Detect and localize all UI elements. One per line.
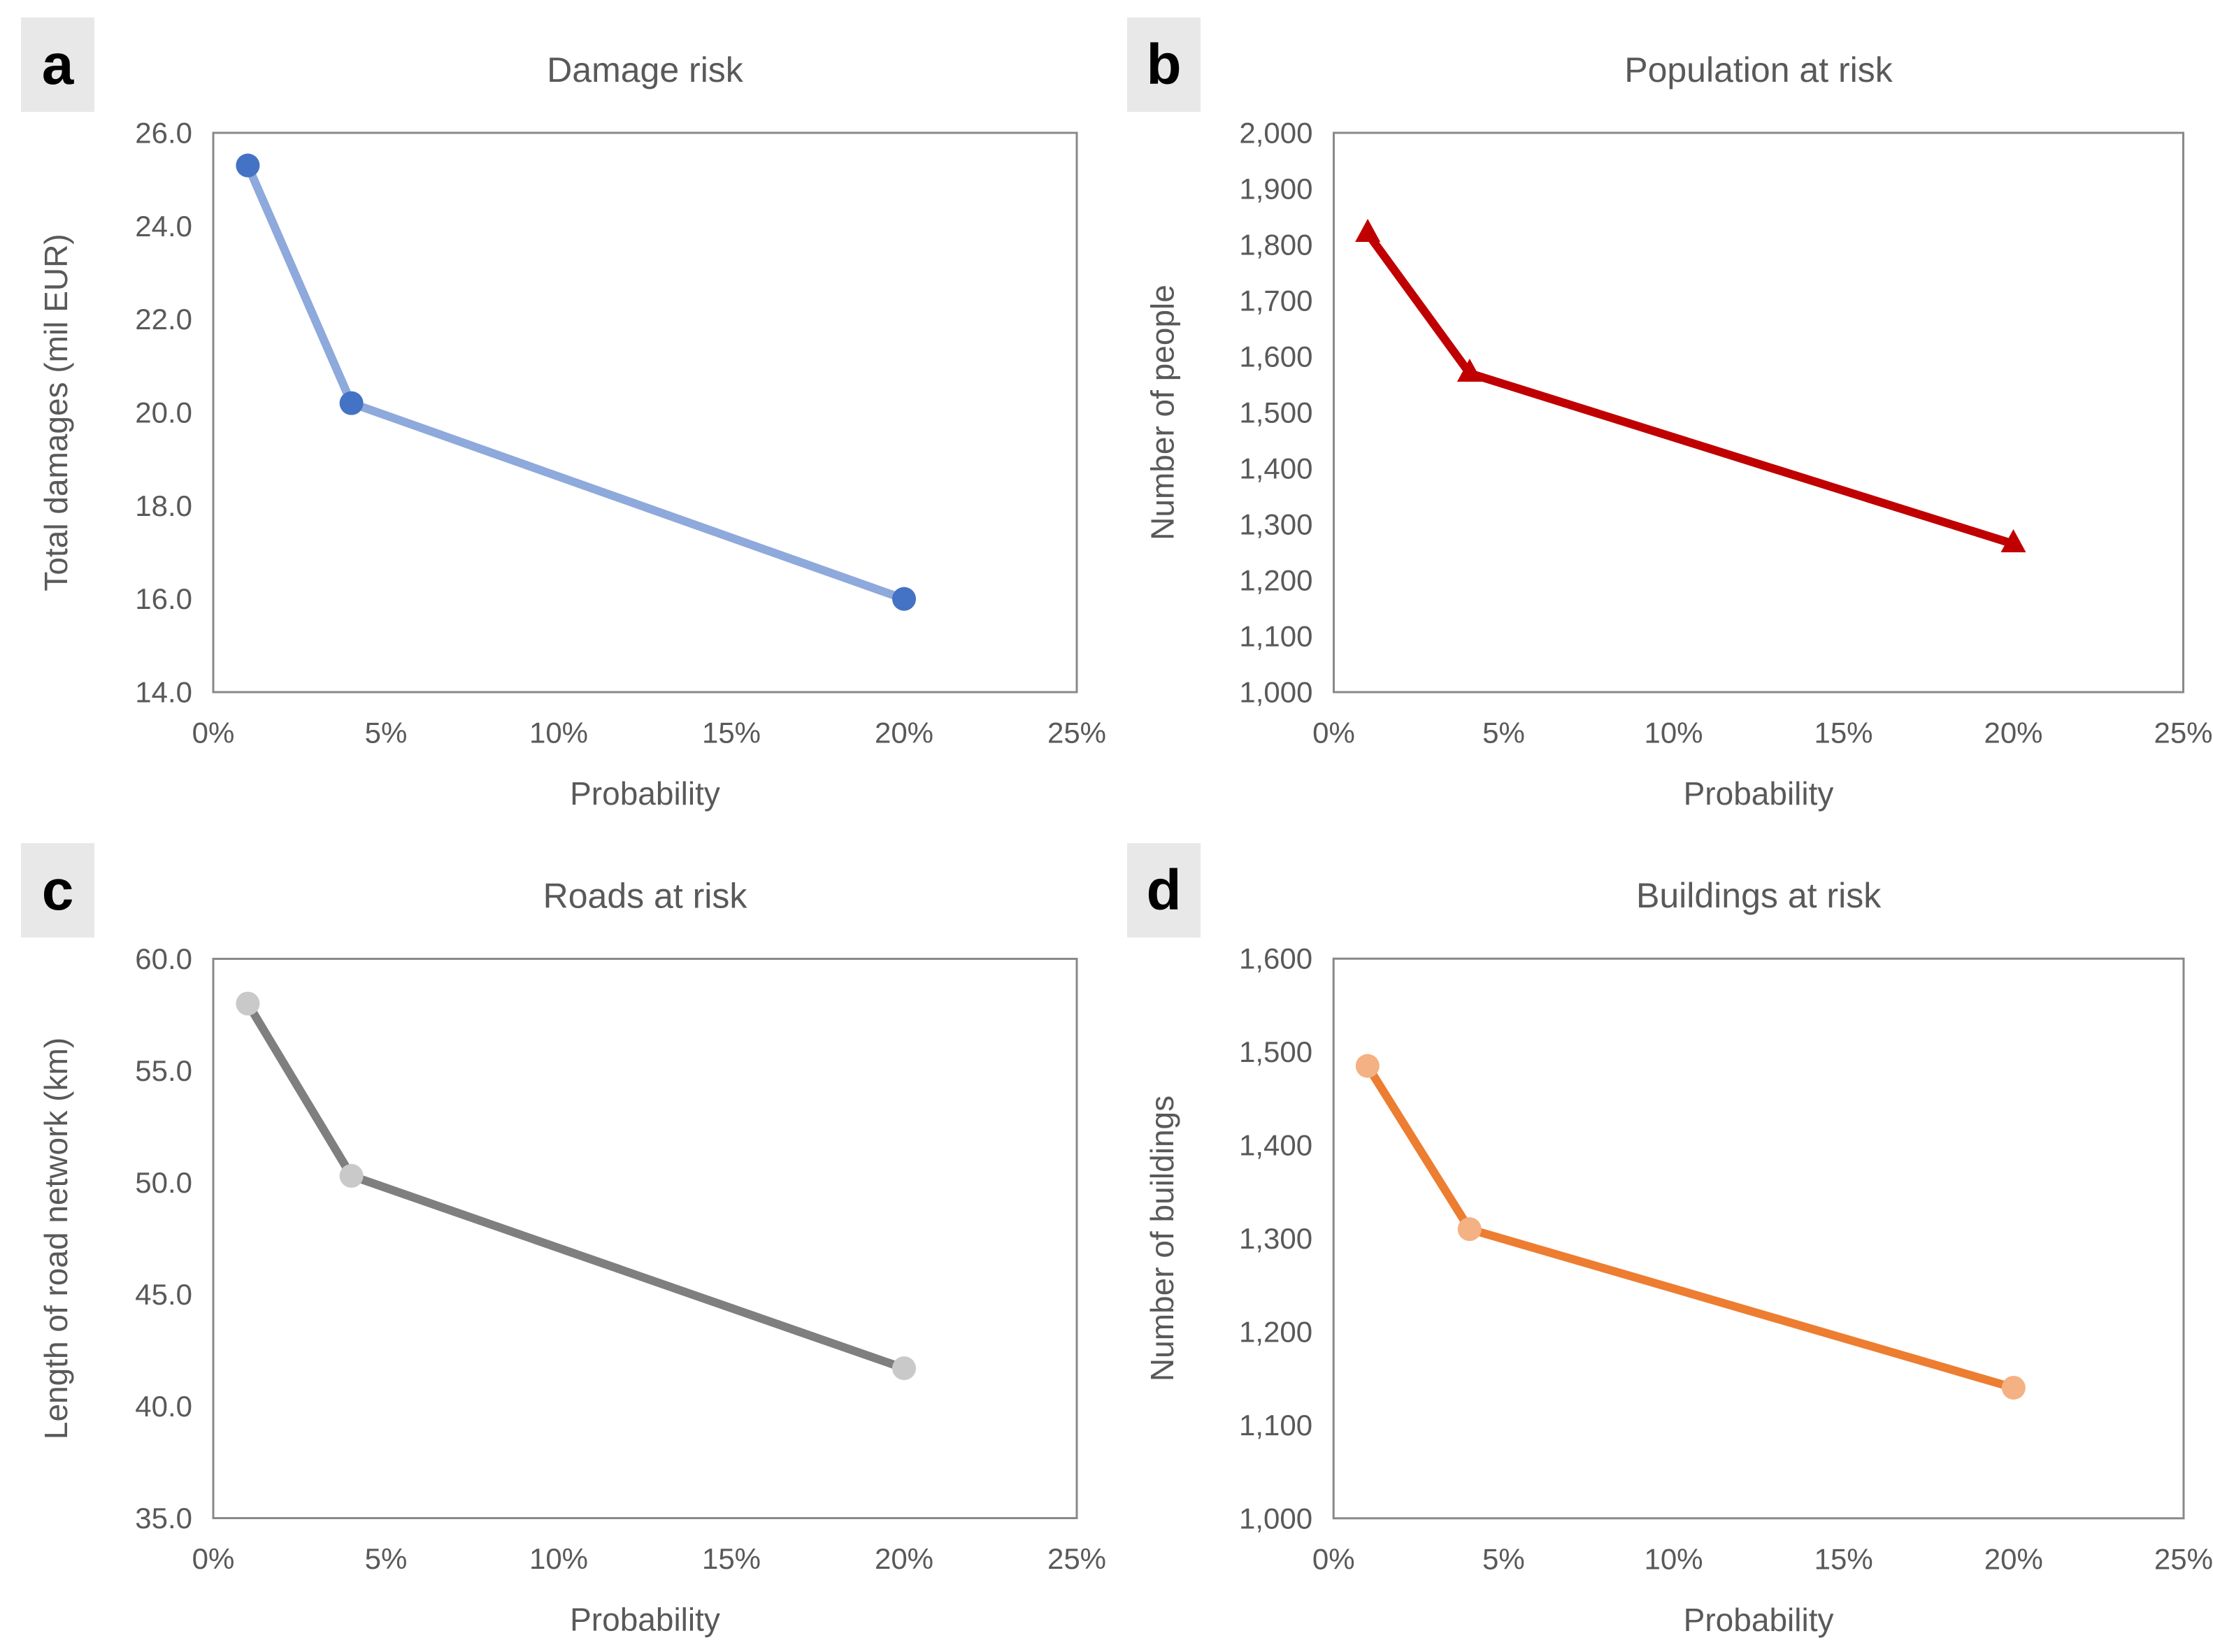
- x-tick-label: 0%: [192, 717, 235, 749]
- y-tick-label: 1,800: [1239, 229, 1312, 261]
- y-tick-label: 1,400: [1239, 452, 1312, 485]
- data-point-circle-marker: [892, 1356, 916, 1381]
- y-tick-label: 1,200: [1239, 564, 1312, 597]
- chart-panel-damage-risk: a Damage risk 14.0 16.0 18.0 20.0 22.0 24.0 26.…: [0, 0, 1106, 826]
- y-tick-label: 14.0: [135, 676, 192, 709]
- y-tick-label: 1,700: [1239, 285, 1312, 317]
- x-tick-label: 20%: [1984, 1542, 2043, 1575]
- y-tick-label: 1,900: [1239, 173, 1312, 206]
- x-tick-label: 0%: [1312, 1542, 1355, 1575]
- y-tick-label: 1,600: [1239, 942, 1312, 975]
- panel-letter-d: d: [1127, 843, 1201, 938]
- y-tick-label: 2,000: [1239, 117, 1312, 150]
- y-tick-label: 1,400: [1239, 1129, 1312, 1162]
- data-point-circle-marker: [236, 991, 260, 1016]
- y-tick-label: 45.0: [135, 1278, 192, 1311]
- line-chart-damage-risk: Damage risk 14.0 16.0 18.0 20.0 22.0 24.0 26.0 0…: [38, 50, 1106, 812]
- y-axis-label: Number of people: [1145, 285, 1181, 540]
- line-chart-roads-at-risk: Roads at risk 35.0 40.0 45.0 50.0 55.0 60.0 0% 5…: [38, 877, 1106, 1638]
- y-axis-label: Length of road network (km): [38, 1037, 74, 1439]
- y-tick-label: 1,300: [1239, 1222, 1312, 1255]
- plot-area-border: [1332, 957, 2185, 1520]
- x-tick-label: 5%: [1482, 717, 1525, 749]
- panel-letter-c: c: [21, 843, 94, 938]
- y-tick-label: 55.0: [135, 1054, 192, 1087]
- panel-letter-a: a: [21, 17, 94, 112]
- line-chart-population-at-risk: Population at risk 1,000 1,100 1,200 1,300 1,…: [1145, 50, 2213, 812]
- chart-title: Roads at risk: [543, 877, 748, 916]
- y-tick-label: 1,500: [1239, 396, 1312, 429]
- x-tick-label: 0%: [1312, 717, 1355, 749]
- x-tick-label: 5%: [365, 1542, 408, 1575]
- panel-letter-b: b: [1127, 17, 1201, 112]
- y-tick-label: 1,100: [1239, 1409, 1312, 1442]
- y-tick-label: 1,000: [1239, 1502, 1312, 1535]
- x-tick-label: 25%: [2154, 1542, 2213, 1575]
- y-tick-label: 16.0: [135, 582, 192, 615]
- chart-panel-buildings-at-risk: d Buildings at risk 1,000 1,100 1,200 1,300 1…: [1106, 826, 2213, 1652]
- y-tick-label: 1,000: [1239, 676, 1312, 709]
- y-tick-label: 20.0: [135, 396, 192, 429]
- x-tick-label: 25%: [1047, 717, 1106, 749]
- y-tick-label: 35.0: [135, 1502, 192, 1535]
- y-tick-label: 50.0: [135, 1166, 192, 1199]
- data-point-triangle-marker: [2000, 529, 2026, 552]
- x-tick-label: 20%: [1984, 717, 2042, 749]
- plot-area-border: [1333, 131, 2184, 694]
- chart-title: Population at risk: [1624, 50, 1893, 89]
- line-chart-buildings-at-risk: Buildings at risk 1,000 1,100 1,200 1,300 1,4…: [1144, 876, 2213, 1638]
- x-axis-label: Probability: [1684, 1602, 1834, 1638]
- chart-title: Buildings at risk: [1636, 876, 1882, 915]
- chart-panel-roads-at-risk: c Roads at risk 35.0 40.0 45.0 50.0 55.0 60.0 0…: [0, 826, 1106, 1652]
- y-axis-label: Number of buildings: [1144, 1096, 1180, 1381]
- chart-title: Damage risk: [547, 50, 744, 89]
- x-tick-label: 15%: [1814, 717, 1872, 749]
- y-tick-label: 1,600: [1239, 340, 1312, 373]
- x-tick-label: 5%: [1482, 1542, 1525, 1575]
- y-tick-label: 1,200: [1239, 1315, 1312, 1348]
- y-axis-label: Total damages (mil EUR): [38, 234, 74, 591]
- x-tick-label: 15%: [1814, 1542, 1873, 1575]
- data-point-circle-marker: [236, 153, 260, 178]
- y-tick-label: 1,500: [1239, 1035, 1312, 1068]
- x-tick-label: 10%: [1644, 1542, 1703, 1575]
- chart-panel-population-at-risk: b Population at risk 1,000 1,100 1,200 1,300…: [1106, 0, 2213, 826]
- data-series-line: [243, 164, 906, 603]
- x-axis-label: Probability: [570, 1602, 720, 1638]
- x-tick-label: 25%: [1047, 1542, 1106, 1575]
- x-tick-label: 10%: [529, 1542, 588, 1575]
- x-tick-label: 15%: [702, 717, 761, 749]
- y-tick-label: 40.0: [135, 1390, 192, 1423]
- x-tick-label: 20%: [875, 717, 933, 749]
- y-tick-label: 1,100: [1239, 620, 1312, 653]
- data-point-circle-marker: [1457, 1217, 1482, 1242]
- x-tick-label: 15%: [702, 1542, 761, 1575]
- x-tick-label: 0%: [192, 1542, 235, 1575]
- y-tick-label: 1,300: [1239, 508, 1312, 541]
- data-point-circle-marker: [2001, 1375, 2026, 1400]
- data-point-circle-marker: [339, 391, 364, 415]
- y-tick-label: 18.0: [135, 489, 192, 522]
- x-tick-label: 5%: [365, 717, 408, 749]
- data-point-circle-marker: [1355, 1054, 1380, 1078]
- data-point-triangle-marker: [1456, 359, 1482, 382]
- data-series-line: [1364, 231, 2015, 548]
- plot-area-border: [212, 958, 1078, 1519]
- x-axis-label: Probability: [570, 775, 720, 812]
- data-point-triangle-marker: [1355, 219, 1381, 242]
- y-tick-label: 26.0: [135, 117, 192, 150]
- x-tick-label: 10%: [1644, 717, 1703, 749]
- data-point-circle-marker: [892, 587, 916, 611]
- x-tick-label: 10%: [529, 717, 588, 749]
- y-tick-label: 60.0: [135, 942, 192, 975]
- x-tick-label: 20%: [875, 1542, 933, 1575]
- y-tick-label: 22.0: [135, 303, 192, 336]
- plot-area-border: [212, 131, 1078, 694]
- x-axis-label: Probability: [1684, 775, 1834, 812]
- data-point-circle-marker: [339, 1163, 364, 1188]
- y-tick-label: 24.0: [135, 210, 192, 243]
- x-tick-label: 25%: [2154, 717, 2212, 749]
